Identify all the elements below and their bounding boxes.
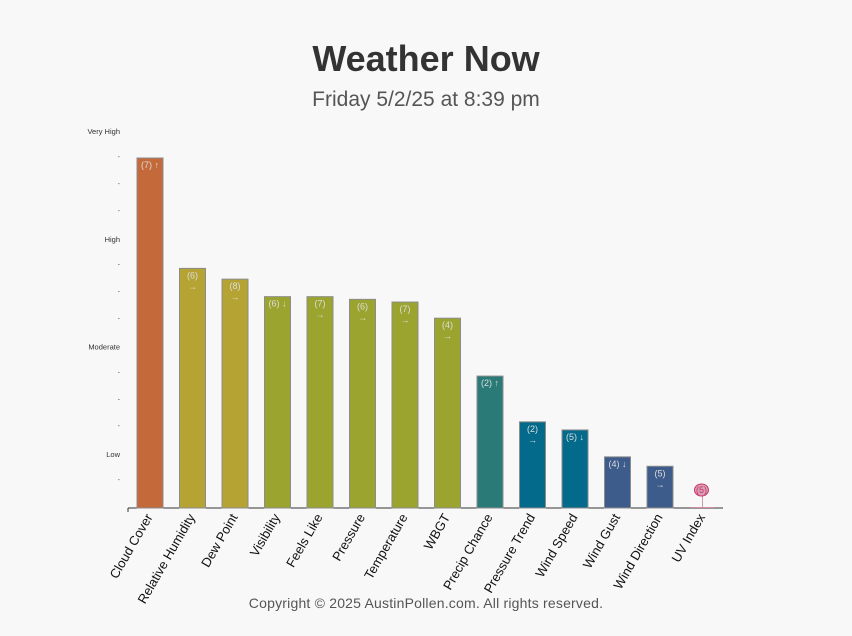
bar [561, 429, 589, 509]
bar [349, 298, 376, 509]
x-tick-label: Visibility [247, 511, 284, 559]
bar-data-label: (6) [357, 301, 368, 311]
bar-data-label: → [231, 292, 240, 302]
y-minor-tick: - [118, 208, 121, 215]
bar-data-label: → [656, 479, 665, 489]
bar [476, 375, 504, 509]
y-minor-tick: - [118, 369, 121, 376]
uv-label-bubble [694, 483, 709, 497]
x-tick-label: WBGT [421, 511, 454, 552]
x-tick-label: Temperature [361, 511, 410, 582]
bar-data-label: (2) [527, 424, 538, 434]
y-tick-label: High [105, 235, 120, 244]
bar-data-label: (7) ↑ [141, 160, 159, 170]
bar-data-label: (7) [315, 299, 326, 309]
page-title: Weather Now [312, 38, 540, 79]
y-tick-label: Very High [87, 127, 120, 136]
bar-data-label: (6) [187, 270, 198, 280]
y-minor-tick: - [118, 316, 121, 323]
x-tick-label: Feels Like [283, 511, 326, 570]
bar-data-label: (4) [442, 320, 453, 330]
bar [264, 296, 291, 509]
bar [646, 465, 674, 509]
x-tick-label: Dew Point [198, 511, 241, 570]
bar-data-label: (4) ↓ [609, 459, 627, 469]
bar-data-label: → [316, 310, 325, 320]
x-tick-label: Cloud Cover [106, 510, 155, 581]
bar-data-label: (7) [400, 304, 411, 314]
copyright-footer: Copyright © 2025 AustinPollen.com. All r… [248, 595, 604, 611]
bar-data-label: → [358, 312, 367, 322]
y-tick-label: Moderate [88, 342, 120, 351]
y-tick-label: Low [106, 450, 120, 459]
y-minor-tick: - [118, 154, 121, 161]
bar [221, 278, 249, 509]
x-tick-label: UV Index [668, 511, 708, 565]
bar-data-label: (5) ↓ [566, 432, 584, 442]
bar [179, 267, 206, 509]
bar-data-label: → [528, 435, 537, 445]
page-subtitle: Friday 5/2/25 at 8:39 pm [312, 88, 540, 111]
bar [604, 456, 631, 509]
y-minor-tick: - [118, 181, 121, 188]
bar-data-label: → [401, 315, 410, 325]
y-minor-tick: - [118, 396, 121, 403]
y-minor-tick: - [118, 262, 121, 269]
bar [434, 317, 461, 509]
bar-data-label: (8) [230, 281, 241, 291]
bar-data-label: (6) ↓ [269, 299, 287, 309]
bar [519, 421, 546, 509]
y-minor-tick: - [118, 289, 121, 296]
bar [391, 301, 419, 509]
x-tick-label: Wind Speed [532, 511, 580, 580]
bar-data-label: → [188, 281, 197, 291]
bar [136, 157, 164, 509]
bar-data-label: (2) ↑ [481, 378, 499, 388]
x-tick-label: Pressure [329, 511, 368, 564]
x-tick-label: Wind Gust [580, 511, 624, 571]
bar [306, 296, 334, 509]
bar-data-label: → [443, 331, 452, 341]
bar-data-label: (5) [696, 485, 707, 495]
y-minor-tick: - [118, 477, 121, 484]
bar-data-label: (5) [655, 468, 666, 478]
y-minor-tick: - [118, 423, 121, 430]
